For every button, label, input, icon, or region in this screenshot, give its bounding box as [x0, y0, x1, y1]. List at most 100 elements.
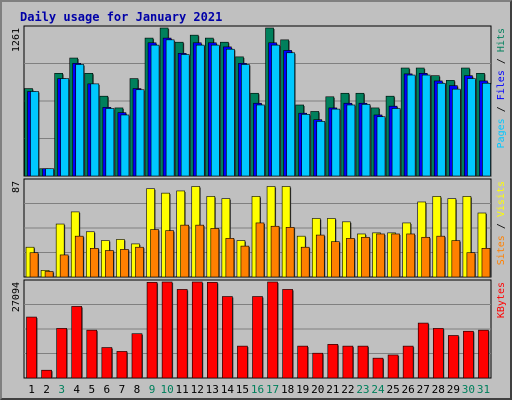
kbytes-bar-day-18: [282, 289, 293, 379]
kbytes-bar-day-29: [448, 335, 459, 379]
sites-bar-day-20: [315, 234, 325, 278]
sites-bar-day-19: [300, 246, 310, 278]
sites-bar-day-13: [210, 228, 220, 278]
pages-bar-day-12: [195, 44, 205, 177]
kbytes-bar-day-9: [146, 282, 158, 379]
sites-bar-day-7: [120, 249, 129, 278]
kbytes-bar-day-3: [56, 328, 67, 379]
x-tick-label-day-10: 10: [160, 383, 173, 396]
kbytes-bar-day-1: [26, 316, 37, 379]
pages-bar-day-15: [241, 64, 250, 177]
visits-panel-legend-part: Visits: [496, 181, 507, 217]
kbytes-bar-day-11: [176, 289, 188, 379]
kbytes-bar-day-24: [372, 357, 384, 379]
hits-panel-legend-part: /: [496, 52, 507, 70]
sites-bar-day-28: [436, 235, 446, 278]
pages-bar-day-9: [150, 44, 160, 177]
x-tick-label-day-30: 30: [462, 383, 475, 396]
pages-bar-day-28: [436, 82, 446, 177]
x-tick-label-day-3: 3: [58, 383, 65, 396]
hits-panel-ymax-label: 1261: [11, 28, 22, 52]
pages-bar-day-17: [271, 44, 280, 177]
sites-bar-day-29: [451, 240, 461, 278]
sites-bar-day-14: [225, 238, 235, 278]
visits-panel-ymax-label: 87: [11, 181, 22, 193]
pages-bar-day-22: [346, 104, 356, 177]
sites-bar-day-16: [255, 222, 265, 278]
hits-panel-legend-part: Files: [496, 70, 507, 100]
kbytes-bar-day-13: [207, 282, 218, 379]
x-tick-label-day-5: 5: [88, 383, 95, 396]
chart-title: Daily usage for January 2021: [20, 10, 223, 24]
pages-bar-day-3: [60, 78, 69, 177]
visits-panel-legend-part: /: [496, 217, 507, 235]
x-tick-label-day-24: 24: [371, 383, 385, 396]
kbytes-bar-day-31: [478, 329, 489, 379]
kbytes-bar-day-30: [463, 330, 474, 379]
x-tick-label-day-8: 8: [134, 383, 141, 396]
x-tick-label-day-9: 9: [149, 383, 156, 396]
kbytes-bar-day-7: [116, 351, 128, 379]
x-tick-label-day-17: 17: [266, 383, 279, 396]
pages-bar-day-29: [452, 88, 461, 177]
kbytes-bar-day-6: [101, 347, 113, 379]
pages-bar-day-18: [286, 52, 295, 177]
sites-bar-day-3: [59, 254, 69, 278]
kbytes-bar-day-17: [267, 281, 278, 379]
pages-bar-day-6: [105, 108, 115, 177]
pages-bar-day-20: [316, 121, 326, 177]
sites-bar-day-24: [376, 233, 385, 278]
x-tick-label-day-6: 6: [104, 383, 111, 396]
x-tick-label-day-19: 19: [296, 383, 309, 396]
kbytes-bar-day-10: [161, 281, 173, 379]
sites-bar-day-23: [361, 236, 370, 278]
pages-bar-day-13: [211, 44, 220, 177]
kbytes-bar-day-21: [327, 344, 339, 379]
pages-bar-day-2: [45, 168, 54, 177]
kbytes-bar-day-16: [252, 296, 263, 379]
kbytes-bar-day-8: [131, 333, 143, 379]
x-tick-label-day-20: 20: [311, 383, 324, 396]
x-tick-label-day-31: 31: [477, 383, 490, 396]
sites-bar-day-1: [29, 252, 39, 278]
kbytes-bar-day-25: [387, 354, 399, 379]
pages-bar-day-1: [30, 91, 39, 177]
sites-bar-day-27: [421, 236, 431, 278]
sites-bar-day-5: [89, 248, 99, 278]
kbytes-bar-day-15: [237, 345, 248, 379]
pages-bar-day-19: [301, 114, 310, 177]
kbytes-bar-day-2: [41, 369, 52, 379]
pages-bar-day-8: [135, 89, 145, 177]
pages-bar-day-11: [180, 54, 190, 177]
x-tick-label-day-23: 23: [356, 383, 369, 396]
sites-bar-day-31: [481, 248, 491, 278]
sites-bar-day-18: [285, 227, 295, 278]
pages-bar-day-4: [75, 64, 85, 177]
x-tick-label-day-15: 15: [236, 383, 249, 396]
visits-panel-legend: Sites / Visits: [496, 181, 507, 265]
sites-bar-day-8: [135, 246, 144, 278]
pages-bar-day-23: [361, 104, 371, 177]
x-tick-label-day-2: 2: [43, 383, 50, 396]
hits-panel-legend-part: Hits: [496, 28, 507, 52]
sites-bar-day-22: [346, 238, 355, 278]
hits-panel-legend-part: /: [496, 100, 507, 118]
kbytes-bar-day-19: [297, 345, 308, 379]
x-tick-label-day-25: 25: [386, 383, 399, 396]
pages-bar-day-14: [226, 48, 235, 177]
x-tick-label-day-21: 21: [326, 383, 339, 396]
sites-bar-day-15: [240, 245, 250, 278]
x-tick-label-day-14: 14: [221, 383, 235, 396]
sites-bar-day-10: [165, 230, 174, 278]
pages-bar-day-31: [482, 82, 491, 177]
sites-bar-day-4: [74, 235, 84, 278]
sites-bar-day-2: [44, 271, 54, 278]
kbytes-bar-day-4: [71, 306, 83, 379]
x-tick-label-day-16: 16: [251, 383, 264, 396]
x-tick-label-day-4: 4: [73, 383, 80, 396]
sites-bar-day-9: [150, 229, 159, 278]
pages-bar-day-26: [406, 74, 416, 177]
sites-bar-day-12: [195, 224, 205, 278]
kbytes-bar-day-26: [402, 345, 414, 379]
